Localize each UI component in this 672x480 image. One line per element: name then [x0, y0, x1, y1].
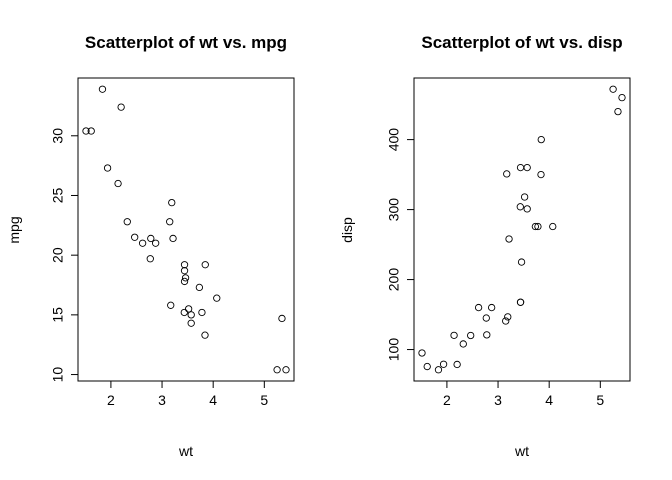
y-tick-label: 300 [386, 198, 402, 222]
scatter-point [146, 255, 154, 263]
scatter-point [87, 127, 95, 135]
y-axis: 100 200 300 400 [386, 128, 415, 362]
scatter-point [487, 303, 496, 312]
x-tick-label: 2 [107, 392, 115, 408]
x-tick-label: 3 [158, 392, 166, 408]
scatter-point [418, 349, 426, 357]
scatter-point [504, 313, 512, 321]
scatter-point [195, 283, 204, 292]
x-axis-label: wt [514, 443, 529, 459]
x-tick-label: 2 [443, 392, 451, 408]
scatter-point [98, 85, 107, 93]
scatter-point [166, 218, 174, 226]
scatter-point [516, 298, 525, 306]
scatter-points [418, 85, 626, 374]
scatter-point [167, 301, 175, 309]
scatter-points [82, 85, 290, 374]
scatter-point [537, 135, 545, 144]
scatter-point [103, 164, 112, 172]
scatter-point [82, 127, 90, 135]
x-tick-label: 3 [494, 392, 502, 408]
scatter-point [531, 222, 540, 231]
scatter-point [147, 234, 155, 243]
scatter-point [609, 85, 617, 93]
scatter-point [117, 103, 125, 111]
scatter-point [537, 170, 545, 179]
scatter-point [180, 308, 188, 317]
y-tick-label: 15 [50, 307, 66, 323]
scatter-point [138, 239, 147, 247]
panel-wt-mpg: Scatterplot of wt vs. mpg 2 3 4 5 10 15 20 25 3… [6, 33, 295, 459]
scatter-point [502, 317, 510, 325]
scatter-point [618, 93, 626, 102]
x-tick-label: 4 [545, 392, 553, 408]
scatter-point [549, 222, 557, 231]
x-axis: 2 3 4 5 [443, 380, 604, 408]
x-tick-label: 4 [209, 392, 217, 408]
scatter-point [516, 203, 524, 211]
scatter-point [459, 340, 467, 348]
scatter-point [423, 362, 431, 371]
scatter-point [434, 366, 443, 374]
scatter-point [273, 366, 281, 374]
scatter-point [282, 366, 290, 374]
scatter-point [439, 360, 448, 368]
scatter-point [187, 319, 195, 327]
y-tick-label: 20 [50, 247, 66, 263]
x-tick-label: 5 [260, 392, 268, 408]
y-tick-label: 10 [50, 367, 66, 383]
panel-wt-disp: Scatterplot of wt vs. disp 2 3 4 5 100 200 30… [339, 33, 631, 459]
scatter-point [169, 234, 177, 243]
scatter-point [184, 305, 193, 313]
scatter-point [201, 261, 209, 269]
y-tick-label: 100 [386, 338, 402, 362]
y-tick-label: 400 [386, 128, 402, 152]
scatter-point [534, 222, 542, 231]
scatter-point [278, 314, 286, 323]
scatter-point [505, 235, 513, 243]
scatter-point [517, 258, 526, 266]
scatter-point [181, 274, 190, 282]
y-axis-label: disp [339, 217, 355, 243]
chart-title: Scatterplot of wt vs. disp [421, 33, 622, 52]
scatter-point [523, 205, 531, 213]
scatter-point [168, 198, 176, 207]
x-tick-label: 5 [596, 392, 604, 408]
scatter-point [123, 218, 131, 226]
x-axis-label: wt [178, 443, 193, 459]
scatter-point [614, 107, 622, 116]
scatter-point [198, 308, 206, 317]
scatter-point [520, 193, 529, 201]
scatter-point [180, 261, 189, 269]
scatter-point [213, 294, 221, 302]
scatter-point [151, 239, 160, 247]
y-axis: 10 15 20 25 30 [50, 128, 79, 383]
scatter-point [483, 331, 491, 339]
scatter-point [114, 179, 122, 188]
y-tick-label: 30 [50, 128, 66, 144]
scatter-point [450, 331, 458, 339]
scatter-point [503, 170, 511, 178]
x-axis: 2 3 4 5 [107, 380, 268, 408]
scatter-point [180, 277, 189, 286]
scatter-point [523, 163, 531, 172]
scatter-point [131, 233, 139, 241]
chart-title: Scatterplot of wt vs. mpg [85, 33, 287, 52]
y-axis-label: mpg [6, 216, 22, 243]
y-tick-label: 25 [50, 187, 66, 203]
scatter-point [453, 360, 461, 369]
y-tick-label: 200 [386, 268, 402, 292]
scatter-point [201, 331, 209, 339]
scatter-point [187, 311, 195, 319]
scatter-point [474, 303, 483, 312]
scatter-point [467, 331, 475, 340]
scatter-point [482, 314, 490, 322]
